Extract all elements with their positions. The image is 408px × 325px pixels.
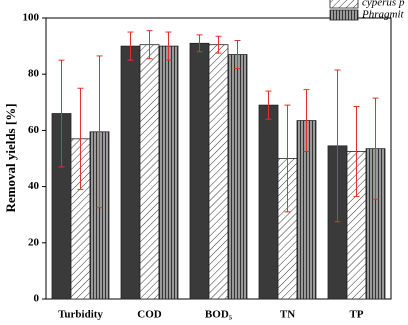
y-tick-label: 100 xyxy=(23,12,40,24)
y-tick-label: 80 xyxy=(28,68,40,80)
y-tick-label: 20 xyxy=(28,236,40,248)
error-bar xyxy=(215,35,222,54)
bar xyxy=(158,45,179,300)
legend-swatch xyxy=(329,0,359,9)
error-bar xyxy=(165,31,172,61)
error-bar xyxy=(284,104,291,213)
error-bar xyxy=(146,30,153,60)
x-tick-label: BOD₅ xyxy=(205,309,233,321)
legend-swatch xyxy=(329,9,359,21)
legend-label: cyperus p xyxy=(362,0,405,9)
error-bar xyxy=(127,31,134,61)
bar xyxy=(189,42,210,300)
bar xyxy=(120,45,141,300)
y-tick-label: 40 xyxy=(28,180,40,192)
legend-label: Phragmit xyxy=(361,9,405,21)
error-bar xyxy=(96,55,103,209)
x-tick-label: Turbidity xyxy=(58,309,103,321)
error-bar xyxy=(196,34,203,53)
x-tick-label: COD xyxy=(137,309,162,321)
bar xyxy=(139,44,160,300)
error-bar xyxy=(372,97,379,200)
error-bar xyxy=(334,69,341,223)
error-bar xyxy=(77,87,84,190)
bar xyxy=(208,44,229,300)
y-tick-label: 60 xyxy=(28,124,40,136)
error-bar xyxy=(58,59,65,168)
y-tick-label: 0 xyxy=(34,293,40,305)
x-tick-label: TN xyxy=(280,309,295,321)
y-axis-label: Removal yields [%] xyxy=(3,103,18,212)
error-bar xyxy=(353,106,360,197)
x-tick-label: TP xyxy=(349,309,363,321)
bar xyxy=(227,54,248,300)
bar xyxy=(258,104,279,300)
error-bar xyxy=(303,89,310,152)
error-bar xyxy=(265,90,272,120)
error-bar xyxy=(234,39,241,70)
